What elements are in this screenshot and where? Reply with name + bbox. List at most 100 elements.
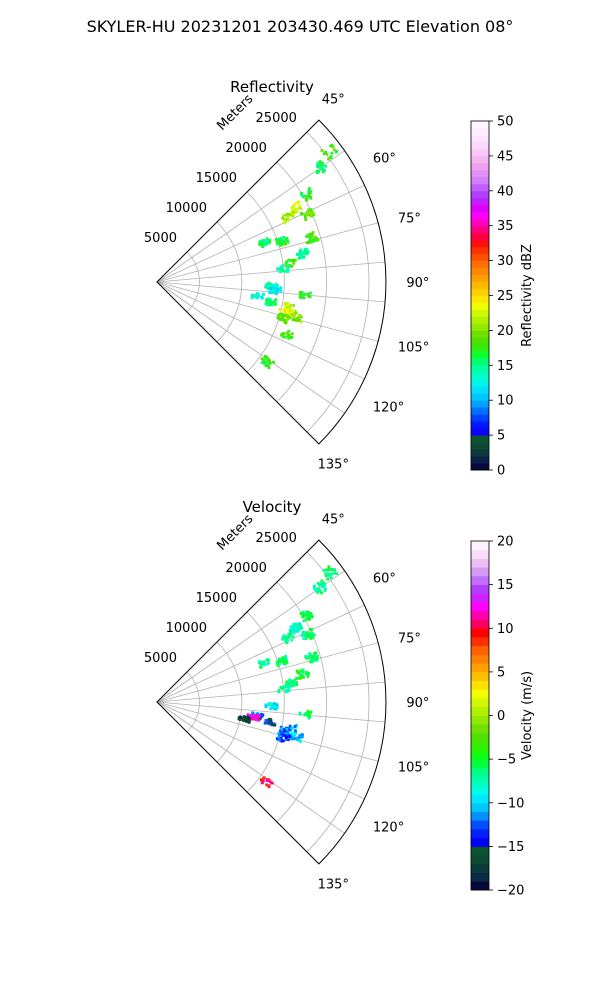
echo-gate [283,303,287,307]
echo-gate [273,302,277,306]
echo-gate [305,610,308,614]
angle-tick-label: 90° [406,276,429,291]
colorbar-segment [471,239,489,248]
echo-gate [275,662,279,665]
echo-gate [329,576,333,580]
echo-gate [270,721,273,725]
echo-gate [276,290,279,294]
echo-gate [297,676,300,680]
echo-gate [282,734,286,737]
colorbar-tick-label: 15 [497,359,514,374]
echo-gate [310,233,314,237]
echo-gate [260,778,263,782]
echo-gate [302,255,306,259]
echo-gate [300,626,304,630]
echo-gate [301,631,305,634]
echo-gate [297,622,301,626]
echo-gate [307,190,311,194]
echo-gate [263,243,267,247]
echo-gate [268,241,272,244]
echo-gate [302,252,306,255]
echo-gate [286,266,289,270]
range-ring [186,671,200,733]
echo-gate [295,723,299,727]
colorbar-segment [471,663,489,673]
radial-grid-line [156,701,379,762]
echo-gate [290,735,293,739]
echo-gate [266,662,270,666]
colorbar-segment [471,295,489,303]
colorbar-segment [471,584,489,594]
angle-tick-label: 90° [406,696,429,711]
echo-gate [306,631,310,635]
angle-tick-label: 120° [373,821,404,836]
echo-gate [273,707,276,711]
echo-gate [321,161,325,165]
echo-gate [280,267,284,270]
colorbar-segment [471,121,489,129]
colorbar-segment [471,225,489,234]
colorbar-segment [471,785,489,795]
echo-gate [302,637,306,641]
echo-gate [281,334,285,338]
colorbar-tick-label: 0 [497,709,505,724]
echo-gate [310,657,314,660]
echo-gate [277,733,281,737]
echo-gate [286,239,289,242]
echo-gate [277,314,280,318]
echo-gate [307,212,311,216]
colorbar-segment [471,593,489,603]
echo-gate [266,364,269,367]
echo-gate [282,241,286,244]
colorbar-segment [471,724,489,734]
echo-gate [257,660,261,664]
echo-gate [259,666,263,669]
radial-tick-label: 15000 [196,171,237,186]
echo-gate [293,210,297,214]
echo-gate [262,662,266,666]
echo-gate [301,733,304,737]
echo-gate [309,189,313,193]
echo-gate [277,688,281,692]
echo-gate [262,779,265,783]
colorbar-segment [471,260,489,268]
colorbar-segment [471,828,489,839]
echo-gate [302,675,305,679]
echo-gate [313,654,317,658]
echo-gate [274,284,278,288]
echo-gate [287,303,290,306]
echo-gate [248,720,251,724]
echo-gate [284,314,288,317]
echo-gate [283,220,286,223]
colorbar-tick-label: 5 [497,429,505,444]
echo-gate [282,269,285,273]
echo-gate [316,165,319,169]
colorbar-segment [471,776,489,786]
colorbar-segment [471,549,489,559]
echo-gate [318,583,321,586]
echo-gate [311,231,315,234]
colorbar-segment [471,162,489,171]
echo-gate [282,661,285,664]
colorbar-segment [471,567,489,577]
echo-gate [327,565,331,569]
colorbar-segment [471,386,489,394]
echo-gate [286,240,290,244]
range-ring [276,581,327,823]
echo-gate [290,211,293,215]
colorbar-segment [471,393,489,401]
echo-gate [262,242,266,245]
echo-gate [304,213,308,217]
colorbar-segment [471,428,489,436]
echo-gate [298,204,302,208]
echo-gate [260,357,264,361]
radial-grid-line [156,701,386,723]
radial-tick-label: 5000 [144,651,177,666]
sector-frame [156,539,387,865]
colorbar-segment [471,414,489,422]
echo-gate [284,637,288,641]
echo-gate [274,283,278,286]
colorbar-segment [471,541,489,551]
echo-gate [261,361,264,364]
radial-grid-line [156,150,345,283]
